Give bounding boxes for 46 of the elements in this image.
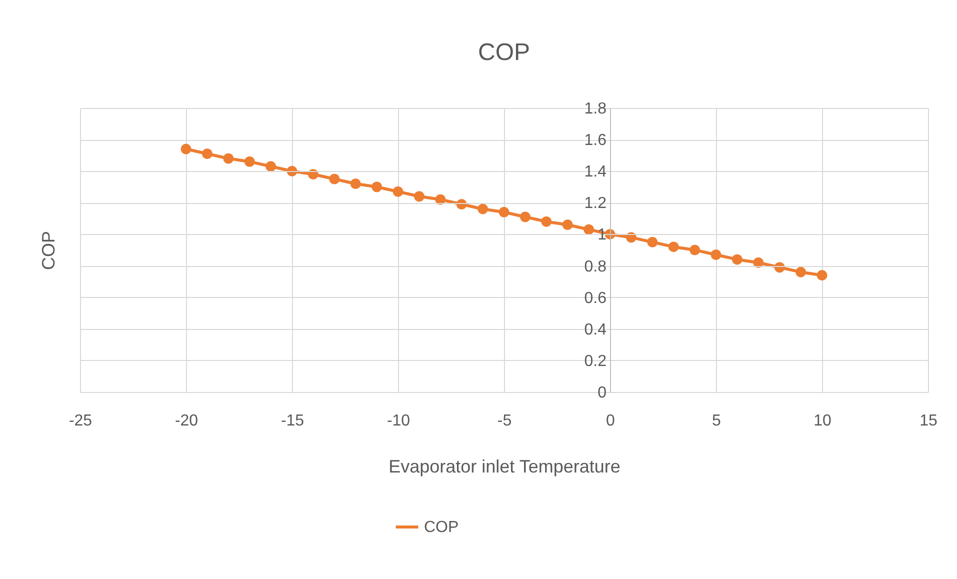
point (541, 216, 552, 227)
y-tick-label: 0.2 (584, 352, 607, 370)
x-axis-title: Evaporator inlet Temperature (388, 456, 620, 476)
y-axis-title: COP (38, 230, 58, 270)
x-tick-label: 10 (814, 412, 832, 430)
point (584, 224, 594, 235)
point (350, 178, 361, 189)
point (690, 244, 700, 256)
y-tick-label: 1.4 (584, 164, 607, 181)
point (414, 191, 424, 202)
x-tick-label: -20 (174, 412, 198, 430)
x-tick-label: -5 (497, 412, 512, 430)
x-tick-label: 15 (920, 412, 938, 430)
x-tick-label: -15 (280, 412, 304, 430)
point (202, 148, 212, 159)
point (266, 161, 276, 172)
point (753, 257, 764, 268)
point (520, 212, 530, 222)
point (562, 220, 573, 230)
y-tick-label: 0.6 (584, 290, 607, 307)
point (796, 266, 806, 278)
y-tick-label: 0.8 (584, 258, 607, 276)
point (710, 250, 722, 260)
chart-title: COP (478, 39, 530, 66)
point (180, 144, 192, 154)
y-tick-label: 1.8 (584, 100, 607, 118)
point (223, 153, 234, 164)
y-tick-label: 1.6 (584, 132, 607, 150)
point (372, 182, 382, 192)
point (478, 204, 488, 214)
x-tick-label: 5 (712, 412, 722, 430)
point (816, 270, 828, 280)
y-tick-label: 1.2 (584, 195, 607, 212)
legend-label: COP (424, 519, 459, 536)
y-tick-label: 0 (598, 384, 607, 402)
point (244, 156, 255, 167)
point (668, 242, 679, 252)
point (329, 174, 340, 184)
point (732, 254, 742, 265)
x-tick-label: -25 (68, 412, 92, 430)
point (647, 236, 658, 248)
point (498, 206, 510, 218)
point (435, 194, 446, 205)
x-tick-label: -10 (386, 412, 410, 430)
y-tick-label: 0.4 (584, 321, 607, 338)
point (392, 186, 404, 197)
